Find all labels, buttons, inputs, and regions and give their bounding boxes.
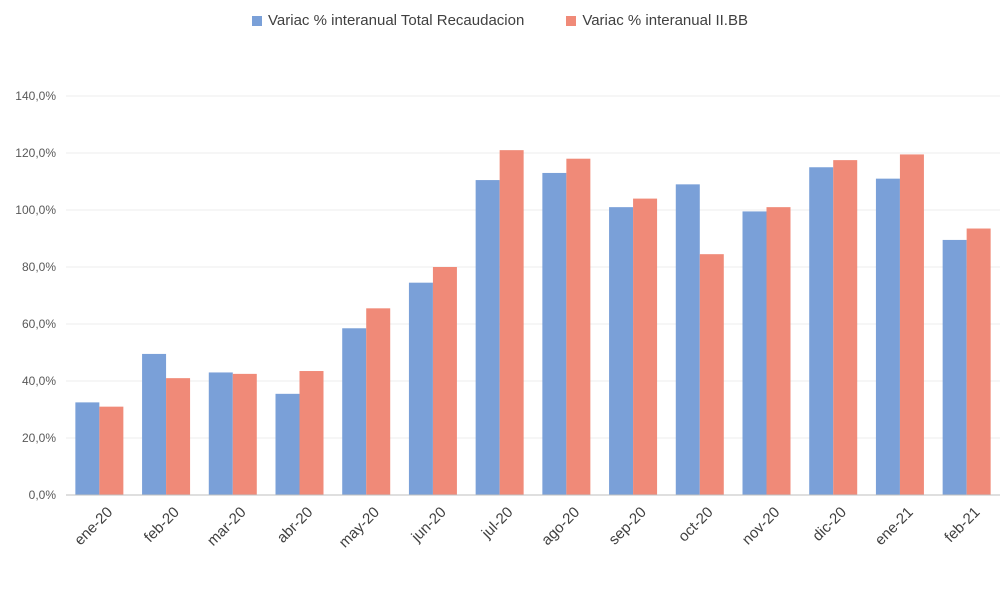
bars [75,150,991,496]
bar-total-jun-20 [408,282,433,495]
legend-swatch-total [252,15,263,26]
x-tick-label: oct-20 [675,504,717,546]
legend-swatch-iibb [566,15,577,26]
bar-iibb-ene-20 [99,406,124,495]
legend-label-iibb: Variac % interanual II.BB [582,12,748,29]
y-tick-label: 80,0% [22,260,56,274]
y-axis-ticks: 0,0% 20,0% 40,0% 60,0% 80,0% 100,0% 120,0% 140,… [15,89,56,502]
x-tick-label: may-20 [336,504,383,551]
legend-item-total: Variac % interanual Total Recaudacion [252,12,524,29]
bar-iibb-abr-20 [299,371,324,495]
bar-total-sep-20 [609,207,634,495]
x-tick-label: jul-20 [478,504,517,543]
bar-total-nov-20 [742,211,767,496]
x-tick-label: abr-20 [274,504,317,547]
x-tick-label: feb-21 [941,504,983,546]
y-tick-label: 60,0% [22,317,56,331]
x-tick-label: sep-20 [605,504,649,548]
y-tick-label: 140,0% [15,89,56,103]
y-tick-label: 100,0% [15,203,56,217]
bar-total-ago-20 [542,172,567,495]
x-tick-label: dic-20 [809,504,850,545]
bar-iibb-oct-20 [699,254,724,495]
legend-label-total: Variac % interanual Total Recaudacion [268,12,525,29]
legend-item-iibb: Variac % interanual II.BB [566,12,748,29]
y-tick-label: 40,0% [22,374,56,388]
y-tick-label: 120,0% [15,146,56,160]
bar-iibb-feb-21 [966,228,991,495]
x-tick-label: ene-20 [71,504,116,549]
x-tick-label: feb-20 [141,504,183,546]
bar-iibb-jun-20 [432,267,457,495]
bar-total-ene-20 [75,402,100,495]
bar-iibb-feb-20 [166,378,191,495]
bar-total-mar-20 [208,372,233,495]
bar-iibb-mar-20 [232,373,257,495]
grid-lines [66,95,1000,439]
bar-iibb-ene-21 [899,154,924,496]
y-tick-label: 20,0% [22,431,56,445]
x-tick-label: ago-20 [538,504,583,549]
x-tick-label: mar-20 [204,504,250,550]
bar-iibb-may-20 [366,308,391,495]
bar-iibb-ago-20 [566,158,591,495]
x-tick-label: jun-20 [408,504,450,546]
bar-iibb-dic-20 [833,160,858,495]
bar-total-oct-20 [675,184,700,495]
x-tick-label: ene-21 [872,504,917,549]
x-axis-labels: ene-20 feb-20 mar-20 abr-20 may-20 jun-20 jul-… [71,504,983,551]
bar-iibb-nov-20 [766,207,791,495]
bar-iibb-sep-20 [633,198,658,495]
bar-total-jul-20 [475,180,500,495]
bar-total-ene-21 [875,178,900,495]
x-tick-label: nov-20 [739,504,783,548]
bar-total-abr-20 [275,393,300,495]
bar-total-feb-20 [142,353,167,495]
bar-total-may-20 [342,328,367,495]
legend: Variac % interanual Total Recaudacion Va… [0,12,1000,29]
bar-iibb-jul-20 [499,150,524,495]
bar-total-feb-21 [942,239,967,495]
y-tick-label: 0,0% [29,488,57,502]
bar-total-dic-20 [809,167,834,495]
